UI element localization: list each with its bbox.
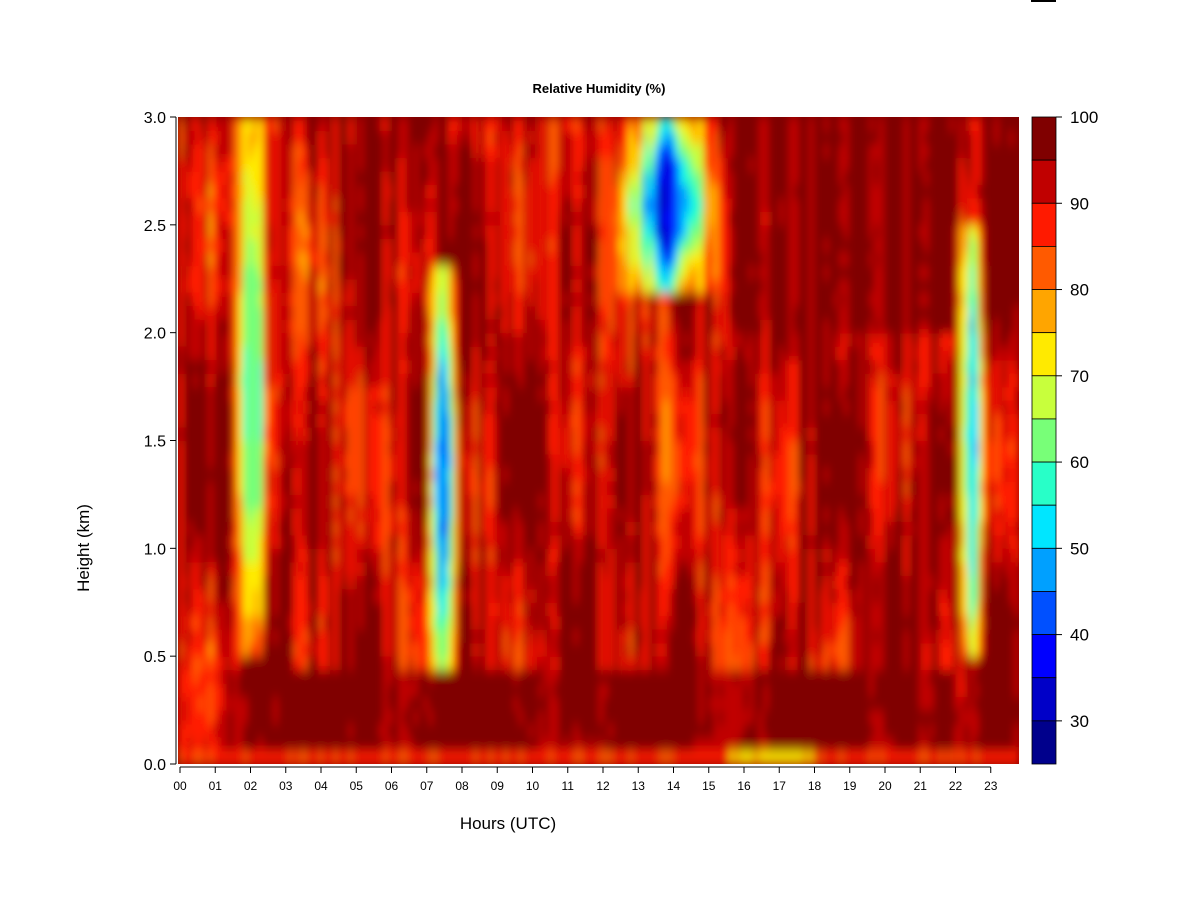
- y-axis-label: Height (km): [74, 504, 93, 592]
- colorbar-segment: [1031, 720, 1057, 765]
- x-tick-label: 08: [455, 779, 469, 793]
- colorbar-tick-label: 30: [1070, 712, 1089, 731]
- x-tick-label: 13: [632, 779, 646, 793]
- chart-title: Relative Humidity (%): [533, 81, 666, 96]
- x-tick-label: 07: [420, 779, 434, 793]
- colorbar: 100 90 80 70 60 50 40 30: [1031, 108, 1098, 765]
- x-tick-label: 02: [244, 779, 258, 793]
- x-tick-label: 14: [667, 779, 681, 793]
- x-tick-label: 00: [173, 779, 187, 793]
- y-tick-label: 1.0: [144, 541, 166, 558]
- x-axis: 00 01 02 03 04 05 06 07 08 09 10 11 12 13 14 15 16 17 18 19…: [173, 766, 998, 793]
- colorbar-tick-label: 90: [1070, 194, 1089, 213]
- x-tick-label: 16: [737, 779, 751, 793]
- y-tick-label: 2.0: [144, 326, 166, 343]
- colorbar-segment: [1031, 504, 1057, 549]
- y-tick-label: 1.5: [144, 434, 166, 451]
- colorbar-segment: [1031, 591, 1057, 636]
- x-tick-label: 20: [878, 779, 892, 793]
- colorbar-tick-label: 70: [1070, 367, 1089, 386]
- colorbar-segment: [1031, 418, 1057, 463]
- colorbar-segment: [1031, 159, 1057, 204]
- y-tick-label: 2.5: [144, 218, 166, 235]
- x-tick-label: 12: [596, 779, 610, 793]
- x-tick-label: 05: [350, 779, 364, 793]
- colorbar-segment: [1031, 677, 1057, 722]
- x-axis-label: Hours (UTC): [460, 814, 556, 833]
- x-tick-label: 17: [773, 779, 787, 793]
- colorbar-segment: [1031, 375, 1057, 420]
- x-tick-label: 04: [314, 779, 328, 793]
- x-tick-label: 09: [491, 779, 505, 793]
- x-tick-label: 15: [702, 779, 716, 793]
- x-tick-label: 11: [562, 779, 575, 793]
- colorbar-segment: [1031, 202, 1057, 247]
- x-tick-label: 18: [808, 779, 822, 793]
- colorbar-segment: [1031, 289, 1057, 334]
- x-tick-label: 23: [984, 779, 998, 793]
- x-tick-label: 06: [385, 779, 399, 793]
- colorbar-tick-label: 50: [1070, 539, 1089, 558]
- colorbar-tick-label: 60: [1070, 453, 1089, 472]
- x-tick-label: 19: [843, 779, 857, 793]
- colorbar-tick-label: 40: [1070, 626, 1089, 645]
- y-tick-label: 0.0: [144, 757, 166, 774]
- colorbar-segment: [1031, 116, 1057, 161]
- colorbar-segment: [1031, 461, 1057, 506]
- colorbar-tick-label: 80: [1070, 281, 1089, 300]
- colorbar-segment: [1031, 547, 1057, 592]
- colorbar-tick-label: 100: [1070, 108, 1098, 127]
- x-tick-label: 01: [209, 779, 223, 793]
- y-axis: 0.0 0.5 1.0 1.5 2.0 2.5 3.0: [144, 110, 177, 774]
- x-tick-label: 03: [279, 779, 293, 793]
- colorbar-segment: [1031, 634, 1057, 679]
- colorbar-segment: [1031, 245, 1057, 290]
- y-tick-label: 3.0: [144, 110, 166, 127]
- heatmap-area: [178, 117, 1019, 764]
- x-tick-label: 22: [949, 779, 963, 793]
- corner-mark: [1031, 0, 1056, 2]
- colorbar-segment: [1031, 332, 1057, 377]
- x-tick-label: 21: [914, 779, 928, 793]
- y-tick-label: 0.5: [144, 649, 166, 666]
- x-tick-label: 10: [526, 779, 540, 793]
